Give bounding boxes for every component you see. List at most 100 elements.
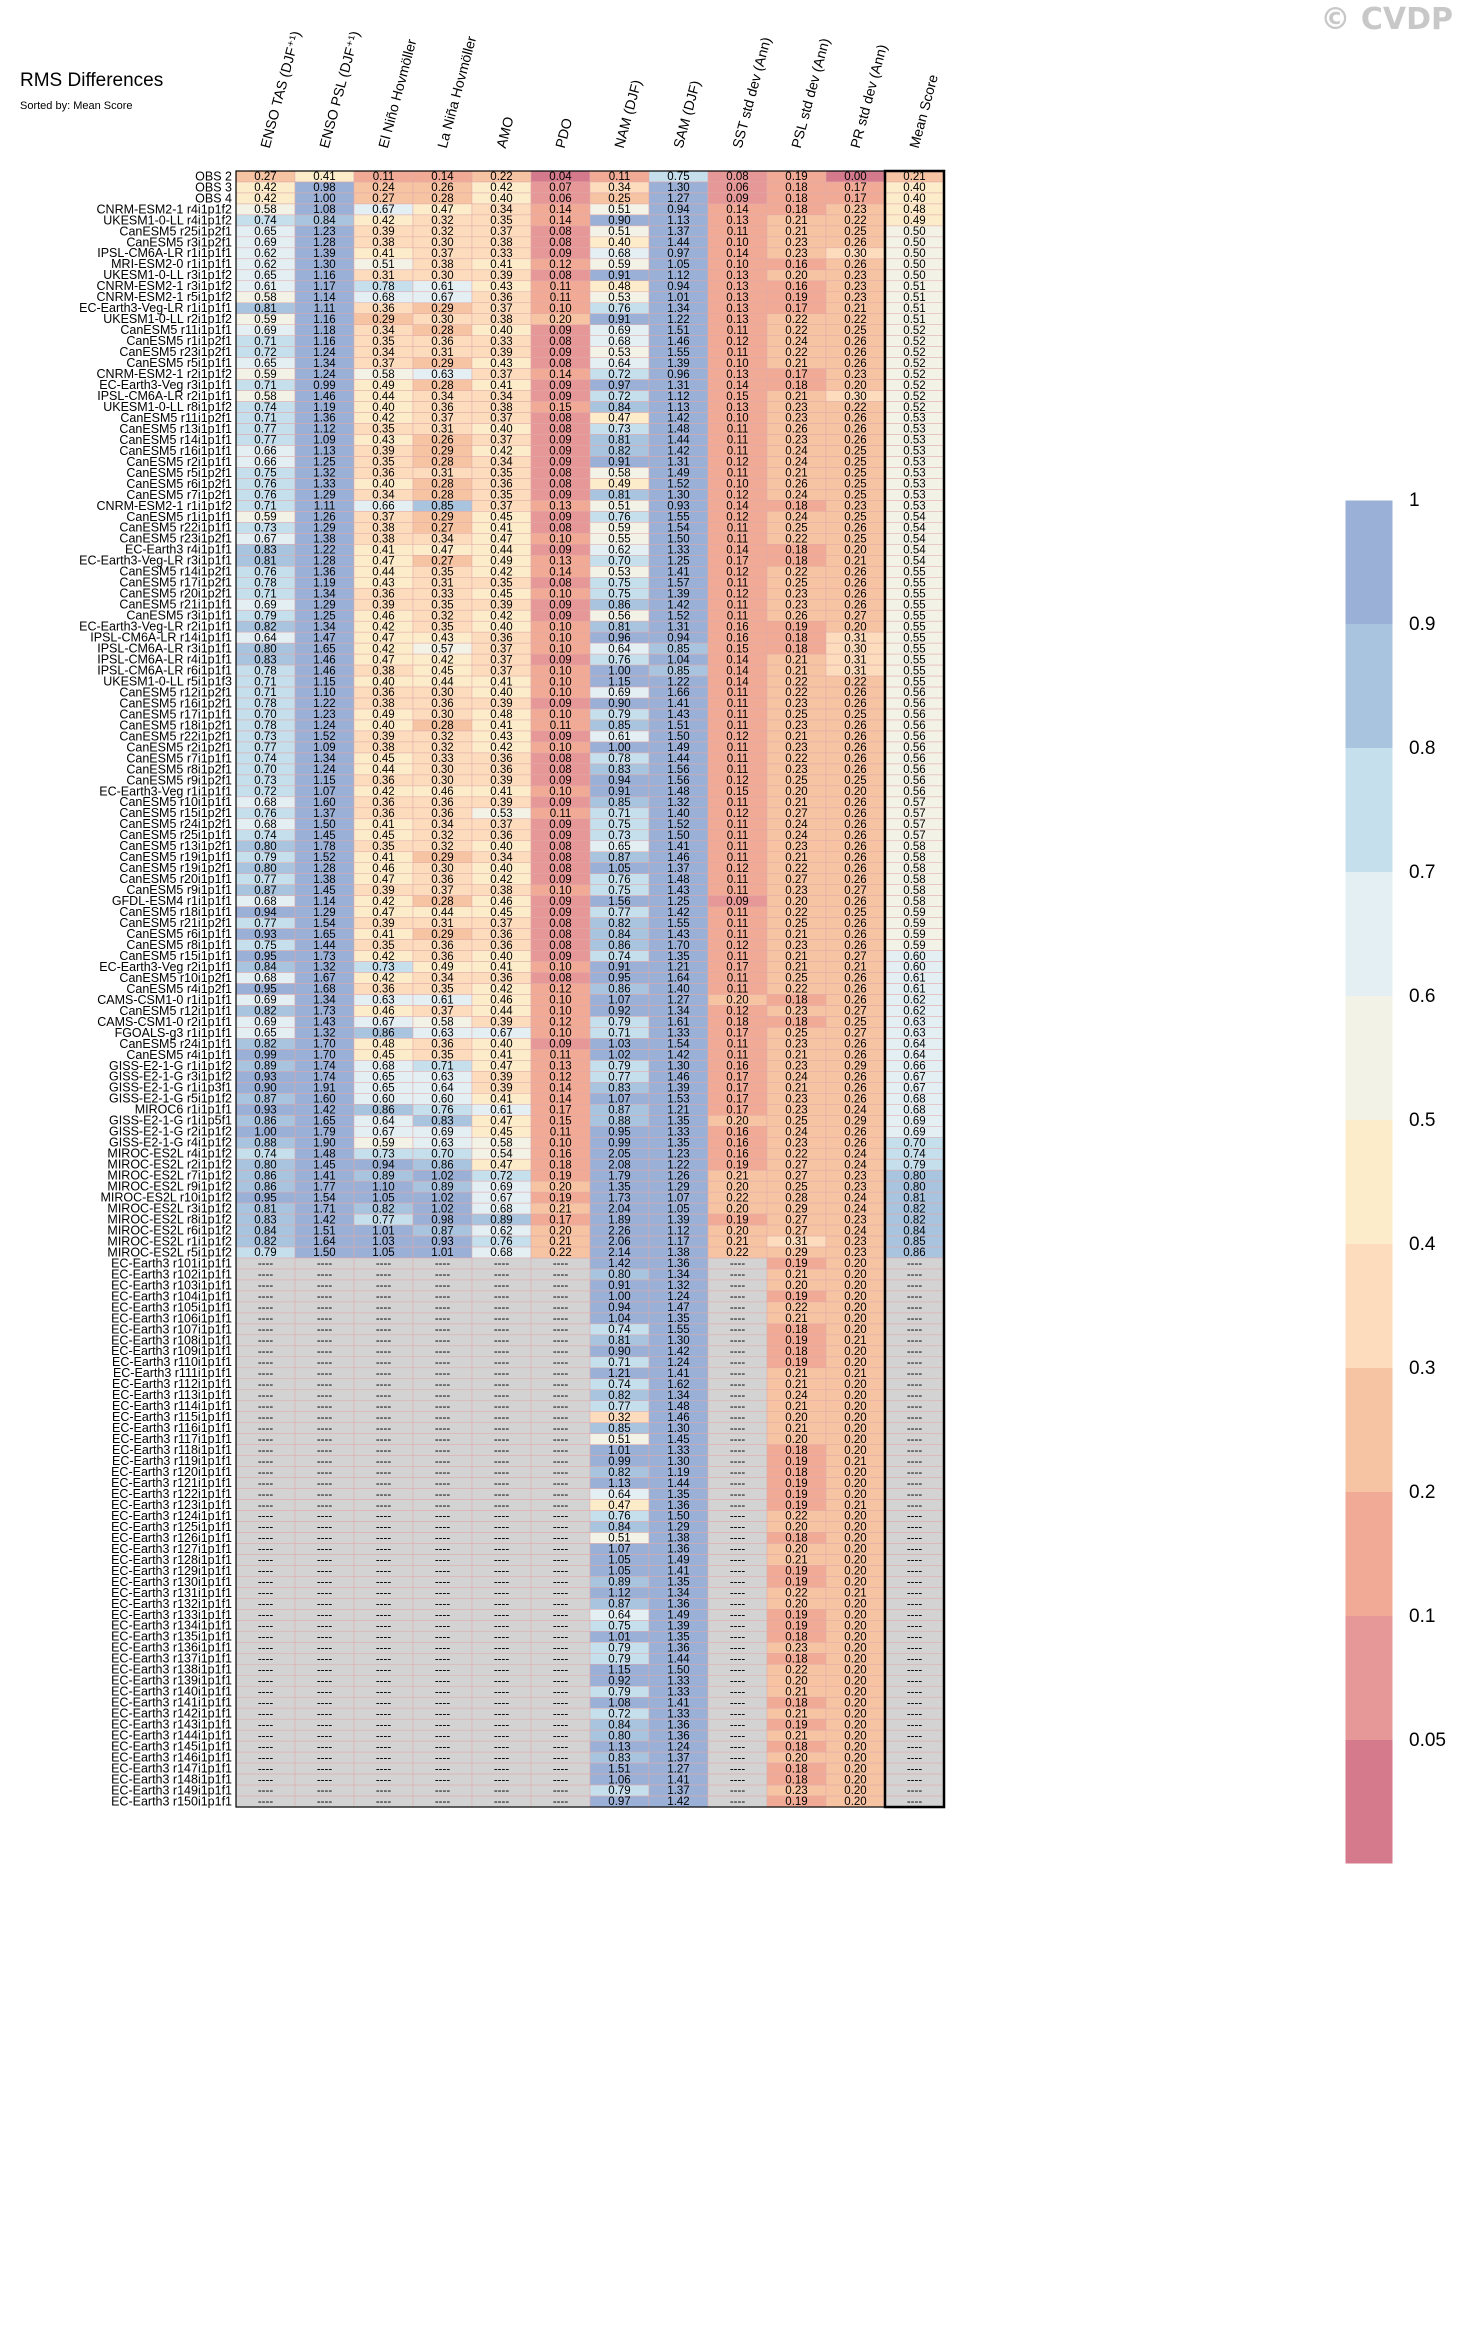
cell-value: 0.34 — [372, 325, 395, 337]
cell-value: 0.38 — [372, 523, 394, 535]
cell-value: 0.24 — [785, 512, 808, 524]
cell-value: 0.11 — [727, 534, 749, 546]
cell-value: 0.41 — [490, 523, 512, 535]
cell-value: 0.71 — [254, 380, 276, 392]
row-label: IPSL-CM6A-LR r6i1p1f1 — [97, 663, 232, 677]
cell-value: 0.11 — [550, 292, 572, 304]
cell-value: 0.19 — [785, 1796, 807, 1808]
row-label: EC-Earth3 r124i1p1f1 — [111, 1509, 232, 1523]
cell-value: 0.81 — [254, 303, 276, 315]
cell-value: 0.55 — [903, 599, 925, 611]
cell-value: 0.26 — [844, 413, 866, 425]
cell-value: 0.12 — [726, 457, 748, 469]
cell-value: 0.94 — [667, 632, 690, 644]
cell-value: 0.39 — [372, 599, 394, 611]
cell-value: 0.19 — [785, 621, 807, 633]
cell-value: 1.29 — [313, 523, 335, 535]
cell-value: 1.16 — [313, 270, 335, 282]
cell-value: 0.23 — [785, 237, 807, 249]
cell-value: 0.11 — [550, 281, 572, 293]
cell-value: 0.10 — [726, 413, 748, 425]
cell-value: 0.28 — [431, 457, 453, 469]
cell-value: 1.36 — [313, 413, 335, 425]
cell-value: 0.26 — [431, 182, 453, 194]
cell-value: 1.55 — [667, 512, 689, 524]
row-label: EC-Earth3 r140i1p1f1 — [111, 1685, 232, 1699]
cell-value: 0.23 — [844, 501, 866, 513]
colorbar-segment — [1345, 1616, 1393, 1740]
cell-value: 0.45 — [490, 588, 512, 600]
row-label: CanESM5 r16i1p1f1 — [119, 444, 232, 458]
cell-value: 0.82 — [608, 446, 630, 458]
cell-value: 1.11 — [314, 303, 336, 315]
cell-value: 0.24 — [785, 490, 808, 502]
row-label: EC-Earth3 r139i1p1f1 — [111, 1674, 232, 1688]
cell-value: 0.94 — [667, 281, 690, 293]
row-label: CanESM5 r14i1p1f1 — [119, 433, 232, 447]
cell-value: 0.97 — [608, 1796, 630, 1808]
cell-value: 0.27 — [844, 610, 866, 622]
cell-value: 0.35 — [372, 424, 394, 436]
row-label: EC-Earth3 r114i1p1f1 — [112, 1399, 232, 1413]
cell-value: 0.27 — [431, 523, 453, 535]
cell-value: 1.12 — [313, 424, 335, 436]
row-label: OBS 2 — [195, 169, 232, 183]
cell-value: 0.41 — [372, 248, 394, 260]
cell-value: 0.57 — [431, 643, 453, 655]
column-label: La Niña Hovmöller — [434, 34, 479, 150]
cell-value: 0.52 — [903, 402, 925, 414]
cell-value: 0.23 — [785, 588, 807, 600]
cell-value: 0.58 — [254, 204, 276, 216]
cell-value: 0.91 — [608, 457, 630, 469]
cell-value: 0.97 — [608, 380, 630, 392]
cell-value: 0.09 — [549, 610, 571, 622]
cell-value: 0.51 — [608, 501, 630, 513]
cell-value: 0.51 — [608, 204, 630, 216]
cell-value: 0.16 — [726, 621, 748, 633]
row-label: UKESM1-0-LL r4i1p1f2 — [103, 213, 232, 227]
cell-value: 0.10 — [549, 621, 571, 633]
cell-value: 0.11 — [727, 347, 749, 359]
colorbar-label: 1 — [1409, 490, 1420, 511]
row-label: CanESM5 r12i1p2f1 — [119, 685, 232, 699]
cell-value: 1.18 — [313, 325, 335, 337]
cell-value: 0.43 — [372, 577, 394, 589]
cell-value: 0.12 — [726, 566, 748, 578]
cell-value: 0.38 — [490, 237, 512, 249]
cell-value: 0.44 — [372, 391, 395, 403]
cell-value: 0.28 — [431, 193, 453, 205]
cell-value: 0.54 — [903, 545, 926, 557]
cell-value: 0.83 — [254, 654, 276, 666]
cell-value: 0.52 — [903, 347, 925, 359]
row-label: CanESM5 r9i1p1f1 — [126, 883, 232, 897]
cell-value: 0.23 — [785, 599, 807, 611]
cell-value: 0.26 — [844, 358, 866, 370]
cell-value: 1.19 — [313, 402, 335, 414]
cell-value: 0.85 — [667, 665, 689, 677]
cell-value: 0.74 — [254, 215, 277, 227]
cell-value: 0.26 — [431, 435, 453, 447]
colorbar-segment — [1345, 1492, 1393, 1616]
cell-value: 0.53 — [903, 490, 925, 502]
cell-value: 0.69 — [608, 325, 630, 337]
cell-value: 0.31 — [431, 577, 453, 589]
row-label: CanESM5 r23i1p2f1 — [119, 532, 232, 546]
cell-value: 0.10 — [549, 534, 571, 546]
cell-value: 0.23 — [844, 369, 866, 381]
cell-value: 0.34 — [431, 534, 454, 546]
cell-value: 0.36 — [431, 402, 453, 414]
cell-value: 0.40 — [490, 621, 512, 633]
cell-value: 0.11 — [727, 577, 749, 589]
row-label: CanESM5 r1i1p2f1 — [126, 334, 232, 348]
row-label: EC-Earth3 r122i1p1f1 — [111, 1487, 232, 1501]
cell-value: 0.62 — [254, 259, 276, 271]
cell-value: 0.10 — [726, 237, 748, 249]
cell-value: 0.27 — [254, 171, 276, 183]
cell-value: 1.52 — [667, 479, 689, 491]
colorbar-label: 0.4 — [1409, 1234, 1436, 1255]
cell-value: 0.40 — [608, 237, 630, 249]
cell-value: 0.32 — [431, 215, 453, 227]
cell-value: 0.13 — [726, 270, 748, 282]
cell-value: 0.08 — [549, 468, 571, 480]
